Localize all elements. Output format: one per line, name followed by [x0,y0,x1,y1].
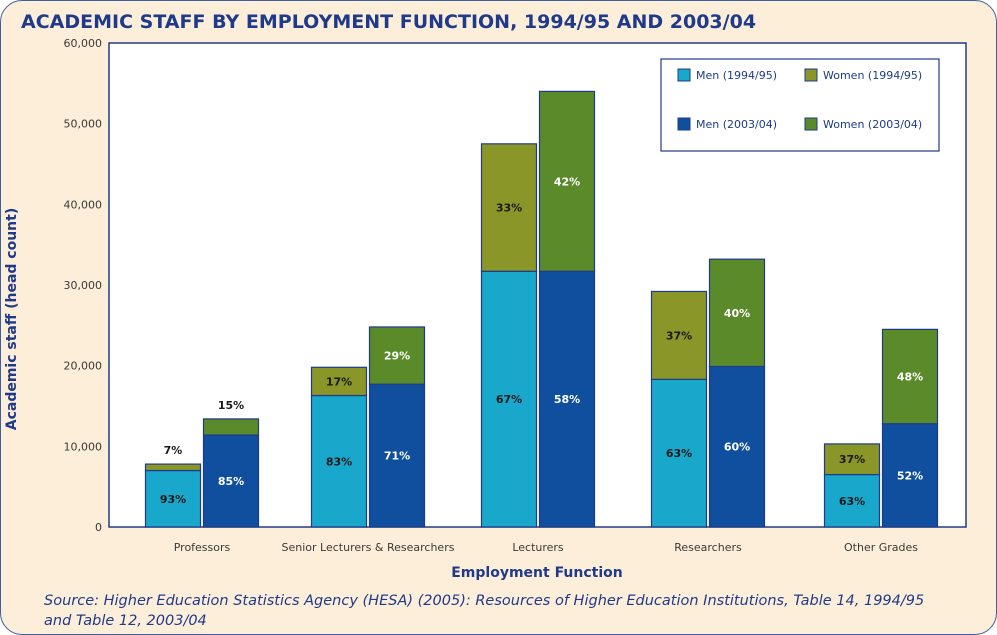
chart-title: ACADEMIC STAFF BY EMPLOYMENT FUNCTION, 1… [21,11,756,33]
category-label: Professors [174,541,231,554]
legend-swatch [677,117,691,131]
data-label: 15% [218,399,244,412]
y-axis-ticks: 0 10,000 20,000 30,000 40,000 50,000 60,000 [64,37,103,534]
source-line-2: and Table 12, 2003/04 [44,613,207,629]
data-label: 63% [839,495,865,508]
y-tick-label: 0 [95,521,102,534]
source-line-1: Source: Higher Education Statistics Agen… [44,593,924,609]
legend-label: Women (2003/04) [823,118,922,131]
legend-box [660,58,940,152]
bar-segment [881,423,939,528]
y-tick-label: 10,000 [64,440,103,453]
data-label: 85% [218,475,244,488]
bar-segment [144,463,202,472]
y-axis-label: Academic staff (head count) [4,208,20,431]
category-labels: Professors Senior Lecturers & Researchers… [174,541,919,554]
data-label: 40% [724,307,750,320]
category-label: Researchers [674,541,742,554]
legend-label: Men (2003/04) [696,118,777,131]
data-label: 48% [897,371,923,384]
y-tick-label: 30,000 [64,279,103,292]
bar-segment [368,326,426,385]
legend-swatch [804,117,818,131]
bar-segment [368,383,426,528]
bar-segment [823,473,881,528]
bar-segment [480,143,538,272]
bar-segment [708,365,766,528]
data-label: 71% [384,450,410,463]
bar-segment [310,394,368,528]
legend: Men (1994/95) Women (1994/95) Men (2003/04… [660,58,940,152]
data-label: 63% [666,447,692,460]
bar-segment [480,270,538,528]
data-label: 33% [496,202,522,215]
legend-swatch [804,68,818,82]
data-label: 67% [496,393,522,406]
data-label: 58% [554,393,580,406]
bar-segment [881,328,939,425]
data-label: 42% [554,175,580,188]
bar-segment [144,469,202,528]
data-label: 83% [326,455,352,468]
category-label: Senior Lecturers & Researchers [282,541,455,554]
y-tick-label: 60,000 [64,37,103,50]
category-label: Other Grades [844,541,918,554]
legend-label: Men (1994/95) [696,69,777,82]
data-label: 29% [384,350,410,363]
category-label: Lecturers [512,541,564,554]
y-tick-label: 20,000 [64,360,103,373]
bar-segment [650,378,708,528]
legend-label: Women (1994/95) [823,69,922,82]
y-tick-label: 40,000 [64,198,103,211]
bar-segment [708,258,766,368]
legend-swatch [677,68,691,82]
bar-segment [650,290,708,380]
data-label: 37% [666,329,692,342]
y-tick-label: 50,000 [64,118,103,131]
bar-segment [823,443,881,476]
data-label: 37% [839,453,865,466]
bar-segment [202,418,260,436]
data-label: 93% [160,493,186,506]
data-label: 60% [724,441,750,454]
data-label: 7% [164,444,183,457]
data-label: 52% [897,469,923,482]
data-label: 17% [326,375,352,388]
bars-layer: 93% 7% 85% 15% 83% 17% 71% 29% 67% 33% 58% 42% 63% 37… [144,90,939,528]
x-axis-label: Employment Function [451,565,623,581]
bar-segment [538,90,596,272]
bar-segment [310,366,368,397]
